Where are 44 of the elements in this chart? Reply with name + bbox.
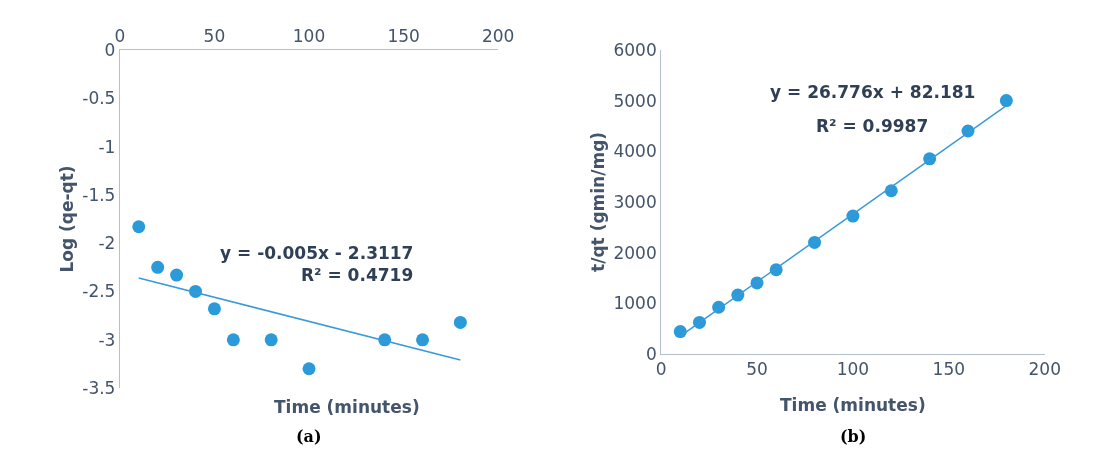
y-axis-title: Log (qe-qt) [56, 165, 77, 273]
point [132, 220, 146, 234]
point [416, 333, 430, 347]
point [170, 268, 184, 282]
x-tick-label: 150 [932, 359, 966, 380]
point [226, 333, 240, 347]
y-tick-label: 3000 [613, 191, 657, 212]
x-tick-label: 150 [387, 26, 420, 47]
x-tick-label: 50 [746, 359, 768, 380]
annotation: R² = 0.4719 [301, 265, 414, 285]
x-tick-label: 200 [481, 26, 515, 47]
y-tick-label: 2000 [613, 242, 657, 263]
point [999, 94, 1013, 108]
point [207, 302, 221, 316]
x-axis-title: Time (minutes) [780, 395, 926, 415]
x-axis-title: Time (minutes) [274, 397, 420, 417]
y-tick-label: -2 [98, 233, 116, 254]
y-tick-label: 1000 [613, 293, 657, 314]
text: (a) [296, 427, 322, 446]
y-tick-label: -1 [98, 136, 116, 157]
point [302, 362, 316, 376]
y-tick-label: -2.5 [82, 281, 116, 302]
point [264, 333, 278, 347]
x-tick-label: 100 [292, 26, 326, 47]
annotation: y = 26.776x + 82.181 [770, 82, 976, 102]
y-tick-label: 0 [645, 343, 657, 364]
y-tick-label: 0 [104, 39, 116, 60]
y-tick-label: 6000 [613, 39, 657, 60]
y-tick-label: 4000 [613, 141, 657, 162]
text: (b) [840, 427, 867, 446]
annotation: R² = 0.9987 [816, 116, 929, 136]
point [673, 325, 687, 339]
point [453, 315, 467, 329]
y-tick-label: 5000 [613, 90, 657, 111]
x-tick-label: 200 [1028, 359, 1061, 380]
point [151, 260, 165, 274]
y-tick-label: -3 [98, 329, 116, 350]
x-tick-label: 100 [836, 359, 870, 380]
x-tick-label: 50 [203, 26, 226, 47]
y-tick-label: -0.5 [82, 88, 116, 109]
y-tick-label: -3.5 [82, 378, 116, 399]
y-axis-title: t/qt (gmin/mg) [587, 131, 608, 272]
annotation: y = -0.005x - 2.3117 [220, 243, 414, 263]
y-tick-label: -1.5 [82, 184, 116, 205]
